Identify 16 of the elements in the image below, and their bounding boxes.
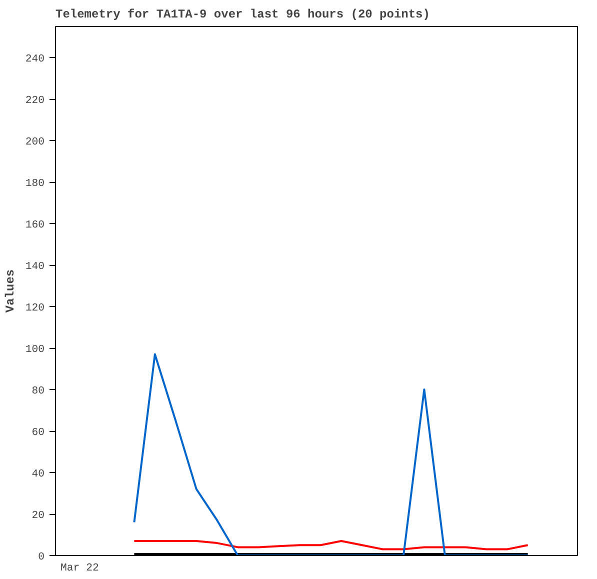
y-tick-label: 120 xyxy=(25,302,45,315)
y-tick-label: 160 xyxy=(25,220,45,232)
y-tick-label: 0 xyxy=(38,552,45,564)
y-axis-title: Values xyxy=(3,269,18,313)
y-tick-label: 220 xyxy=(25,95,45,108)
y-tick-label: 100 xyxy=(25,344,45,356)
y-tick-label: 200 xyxy=(25,136,45,149)
text: Mar 22 xyxy=(60,562,99,574)
y-tick-label: 180 xyxy=(25,178,45,190)
chart-title: Telemetry for TA1TA-9 over last 96 hours (20 points) xyxy=(56,8,430,22)
y-tick-label: 40 xyxy=(32,468,45,481)
y-tick-label: 240 xyxy=(25,54,45,66)
y-tick-label: 60 xyxy=(32,427,45,440)
y-tick-label: 20 xyxy=(32,510,45,522)
y-tick-label: 80 xyxy=(32,386,45,398)
y-tick-label: 140 xyxy=(25,261,45,274)
